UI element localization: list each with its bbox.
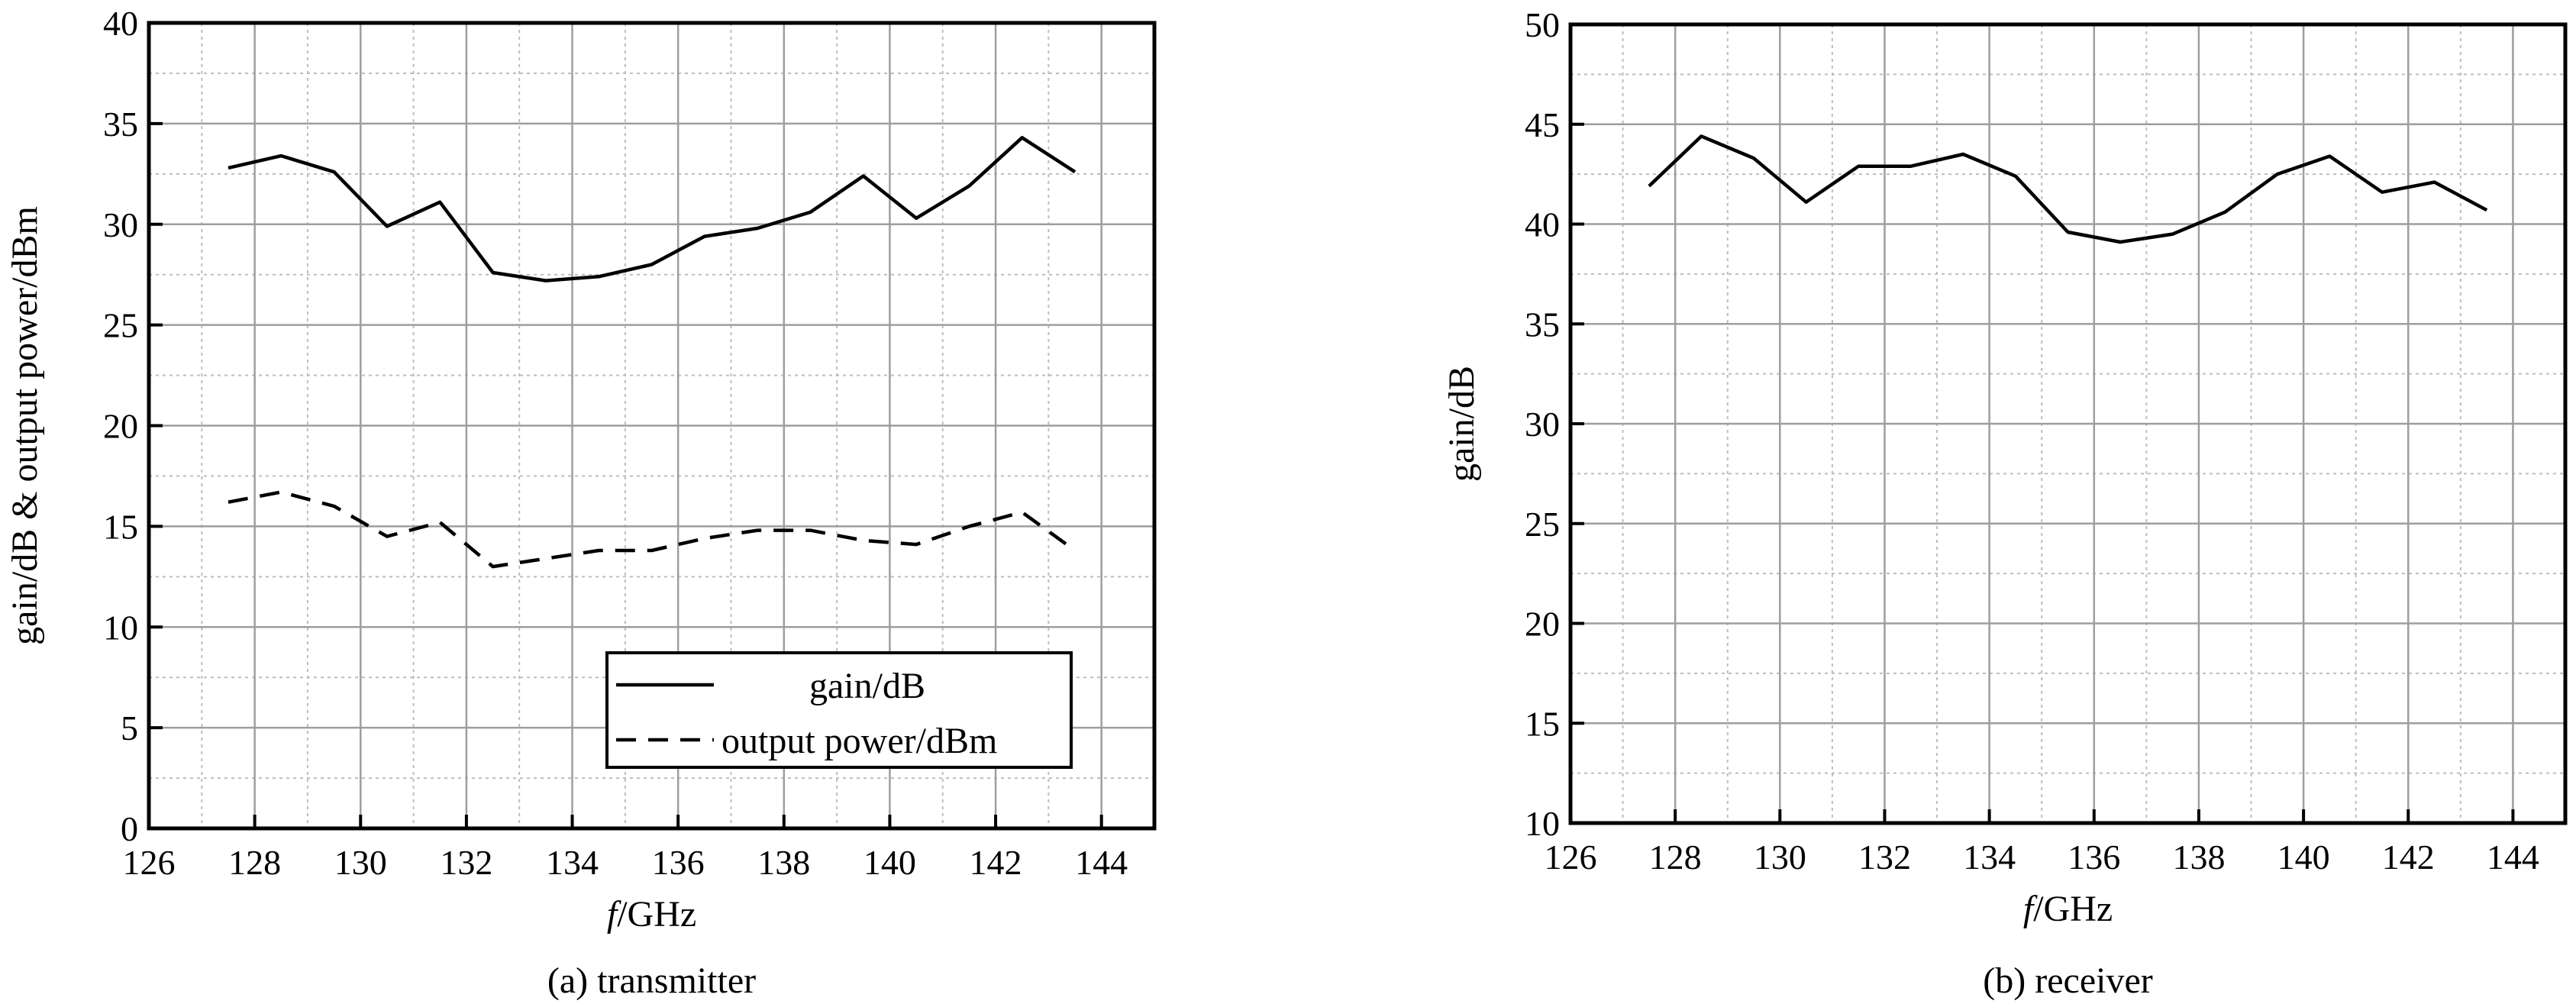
x-tick-label: 126	[1545, 838, 1597, 876]
x-tick-label: 128	[1649, 838, 1702, 876]
chart-caption: (b) receiver	[1983, 960, 2153, 1001]
x-tick-label: 134	[546, 843, 599, 882]
legend-label: output power/dBm	[721, 721, 997, 761]
x-tick-label: 128	[228, 843, 281, 882]
x-tick-label: 144	[2487, 838, 2539, 876]
series-line-gain	[1648, 134, 2488, 244]
legend: gain/dB output power/dBm	[605, 651, 1073, 769]
y-tick-label: 10	[103, 608, 138, 647]
y-tick-label: 20	[103, 407, 138, 446]
y-tick-label: 50	[1525, 5, 1560, 44]
x-tick-label: 134	[1963, 838, 2016, 876]
y-axis-label: gain/dB & output power/dBm	[5, 206, 45, 645]
y-tick-label: 15	[1525, 704, 1560, 743]
y-tick-label: 5	[121, 709, 138, 747]
x-tick-label: 136	[2068, 838, 2120, 876]
chart-caption: (a) transmitter	[547, 960, 756, 1001]
y-tick-label: 25	[103, 306, 138, 345]
y-tick-label: 10	[1525, 804, 1560, 843]
plot-frame	[147, 21, 1157, 831]
x-tick-label: 138	[2172, 838, 2225, 876]
y-tick-label: 15	[103, 507, 138, 546]
x-tick-label: 138	[757, 843, 810, 882]
y-axis-label: gain/dB	[1441, 366, 1482, 482]
x-axis-label: f/GHz	[2023, 889, 2113, 929]
series-line-output-power	[228, 490, 1077, 569]
x-tick-label: 140	[864, 843, 916, 882]
y-tick-label: 35	[1525, 305, 1560, 344]
x-tick-label: 142	[2382, 838, 2435, 876]
x-tick-label: 140	[2277, 838, 2330, 876]
x-tick-label: 136	[652, 843, 705, 882]
y-tick-label: 20	[1525, 605, 1560, 644]
chart-transmitter: 126 128 130 132 134 136 138 140 142 144 0 5 10 15 20 25…	[5, 4, 1157, 1001]
plot-frame	[1568, 22, 2568, 825]
y-tick-label: 0	[121, 809, 138, 848]
y-tick-label: 45	[1525, 105, 1560, 144]
y-tick-label: 30	[103, 205, 138, 244]
legend-box	[605, 651, 1073, 769]
y-tick-label: 40	[103, 4, 138, 43]
x-tick-label: 130	[334, 843, 387, 882]
y-tick-label: 40	[1525, 205, 1560, 244]
y-tick-label: 35	[103, 105, 138, 144]
x-tick-label: 132	[1858, 838, 1911, 876]
x-tick-label: 130	[1754, 838, 1806, 876]
x-tick-label: 126	[123, 843, 176, 882]
y-tick-label: 30	[1525, 405, 1560, 444]
x-tick-label: 144	[1075, 843, 1128, 882]
legend-label: gain/dB	[809, 666, 925, 706]
chart-receiver: 126 128 130 132 134 136 138 140 142 144 10 15 20 25 30…	[1441, 5, 2568, 1001]
x-axis-label: f/GHz	[607, 894, 696, 935]
y-tick-label: 25	[1525, 505, 1560, 544]
x-tick-label: 142	[970, 843, 1022, 882]
x-tick-label: 132	[440, 843, 492, 882]
series-line-gain	[228, 136, 1077, 282]
